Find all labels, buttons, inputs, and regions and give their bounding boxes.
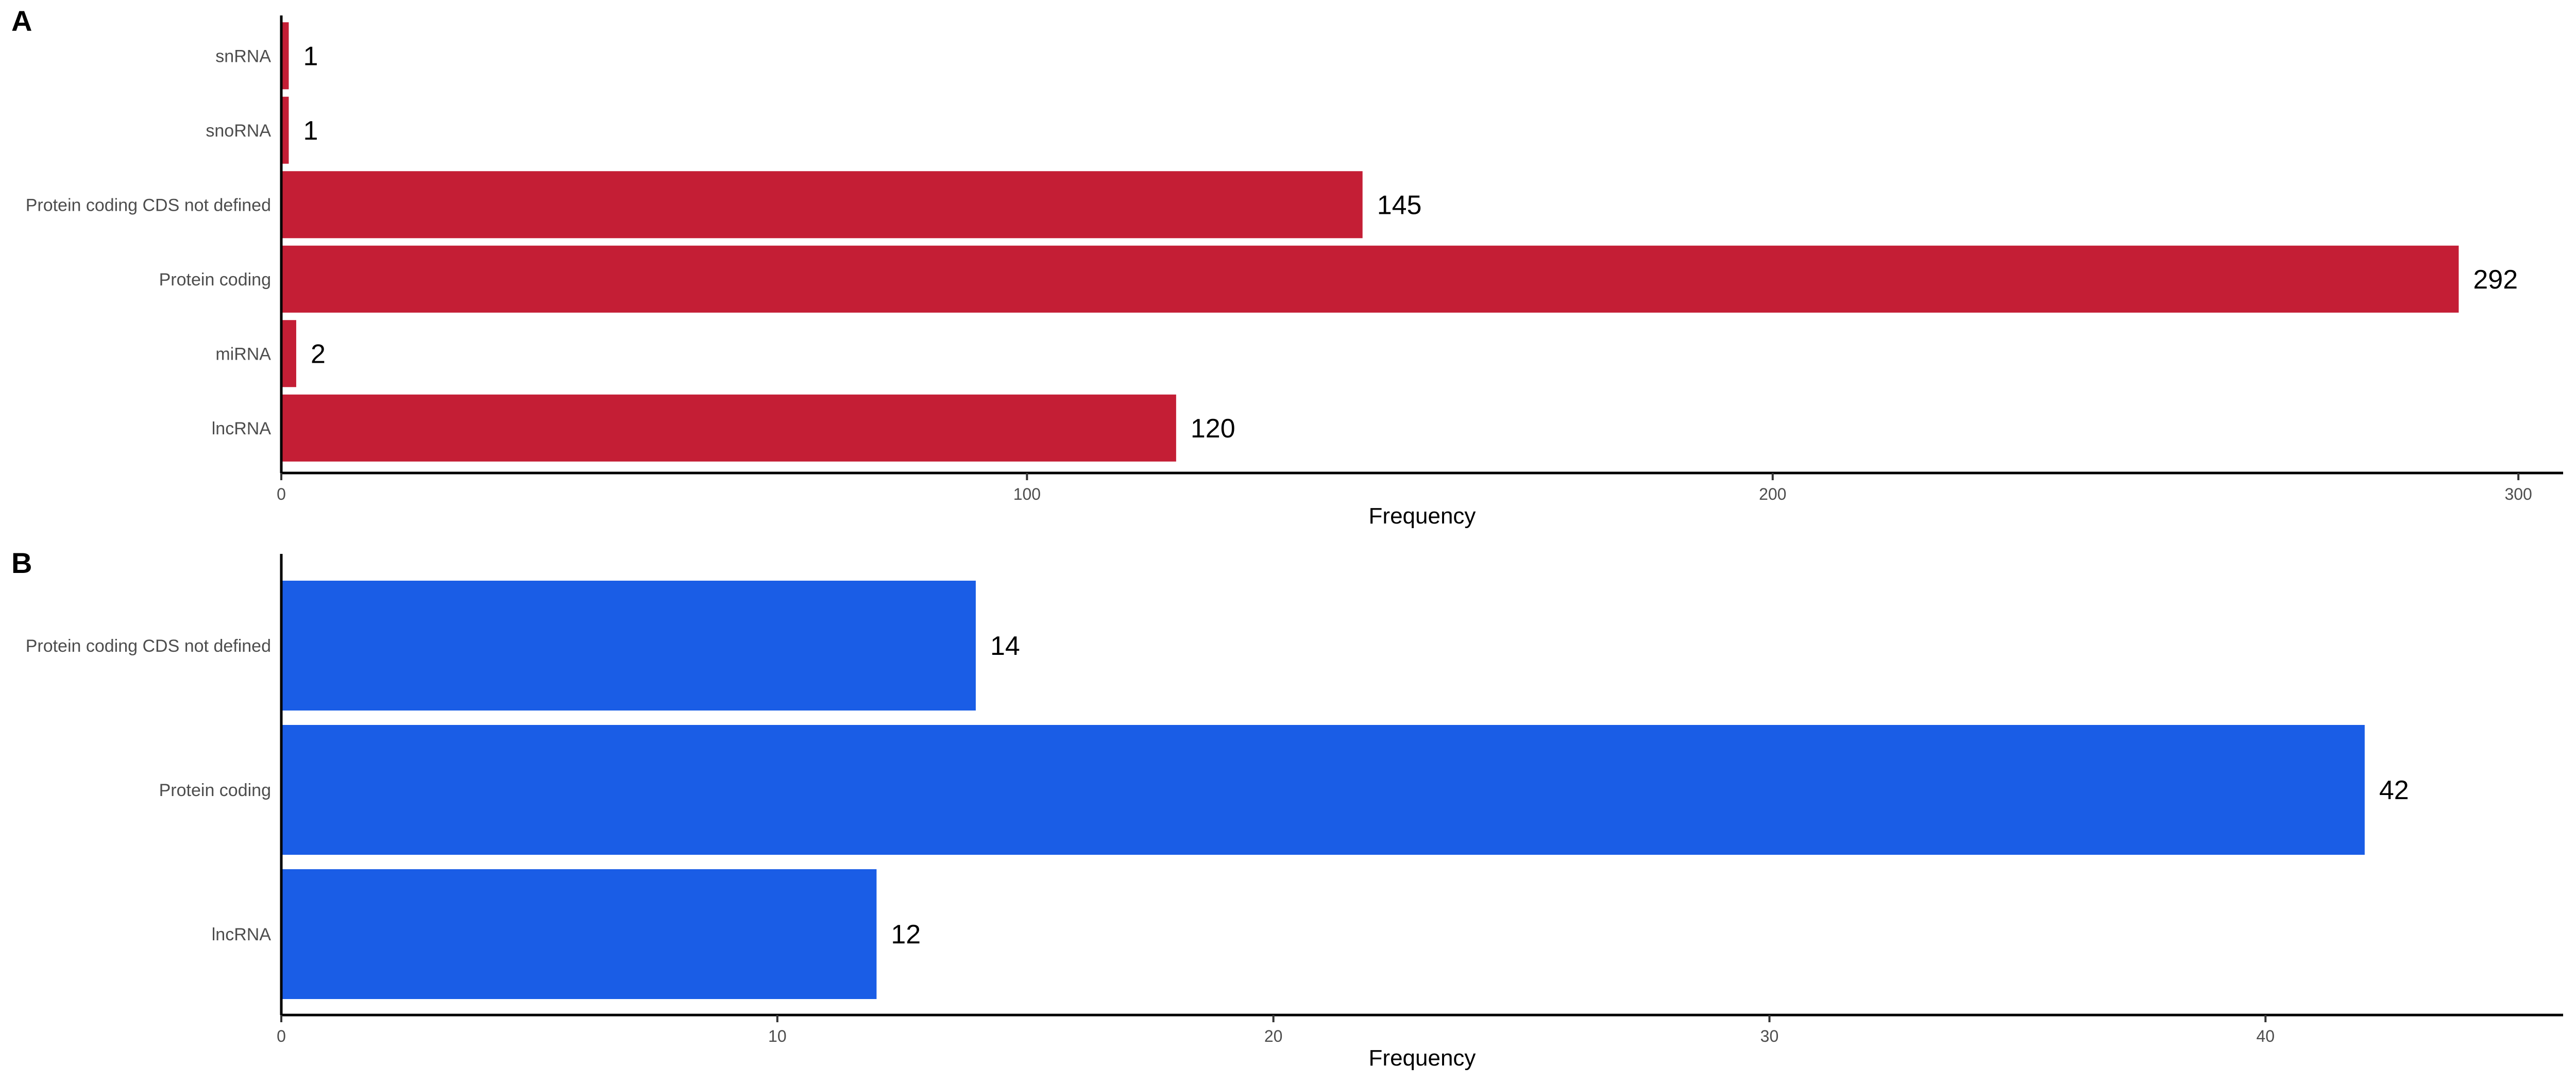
panel-b-x-tick-label: 10	[768, 1027, 787, 1045]
panel-a-value-label: 292	[2473, 265, 2518, 295]
panel-b-bar	[281, 869, 877, 999]
panel-a-x-axis-title: Frequency	[1369, 503, 1476, 529]
panel-a-letter: A	[11, 5, 32, 37]
panel-a-value-label: 1	[303, 116, 318, 146]
panel-a-value-label: 1	[303, 41, 318, 71]
panel-b: B Protein coding CDS not defined 14 Protein…	[11, 547, 2563, 1071]
panel-a-value-label: 145	[1377, 190, 1422, 220]
panel-b-x-tick-label: 30	[1760, 1027, 1779, 1045]
panel-b-category-label: Protein coding CDS not defined	[26, 636, 271, 656]
panel-a-category-label: snRNA	[215, 46, 271, 66]
panel-a-bar	[281, 96, 289, 164]
panel-b-category-label: lncRNA	[212, 925, 272, 944]
panel-a-bar	[281, 320, 296, 387]
panel-a-bar	[281, 171, 1363, 239]
panel-b-category-label: Protein coding	[159, 781, 271, 800]
panel-a-bar	[281, 22, 289, 90]
panel-a-category-label: Protein coding	[159, 270, 271, 290]
panel-a-category-label: miRNA	[215, 344, 271, 364]
panel-b-value-label: 14	[990, 631, 1020, 661]
panel-a-bar	[281, 245, 2459, 313]
panel-b-bar	[281, 581, 976, 711]
panel-a-category-label: Protein coding CDS not defined	[26, 195, 271, 215]
panel-a-value-label: 2	[311, 339, 326, 369]
panel-b-x-tick-label: 40	[2257, 1027, 2275, 1045]
panel-b-letter: B	[11, 547, 32, 579]
panel-b-value-label: 42	[2379, 775, 2409, 805]
panel-b-x-axis-title: Frequency	[1369, 1045, 1476, 1071]
panel-a-bar	[281, 394, 1176, 462]
panel-a-category-label: snoRNA	[206, 121, 271, 141]
panel-a-x-tick-label: 200	[1759, 485, 1786, 503]
panel-a-category-label: lncRNA	[212, 419, 272, 438]
panel-b-value-label: 12	[891, 920, 921, 950]
panel-a-x-tick-label: 300	[2504, 485, 2532, 503]
panel-b-bar	[281, 725, 2365, 855]
panel-b-x-tick-label: 0	[277, 1027, 286, 1045]
panel-a-value-label: 120	[1191, 414, 1235, 444]
panel-b-x-tick-label: 20	[1264, 1027, 1283, 1045]
panel-a-x-tick-label: 100	[1013, 485, 1041, 503]
panel-a-x-tick-label: 0	[277, 485, 286, 503]
